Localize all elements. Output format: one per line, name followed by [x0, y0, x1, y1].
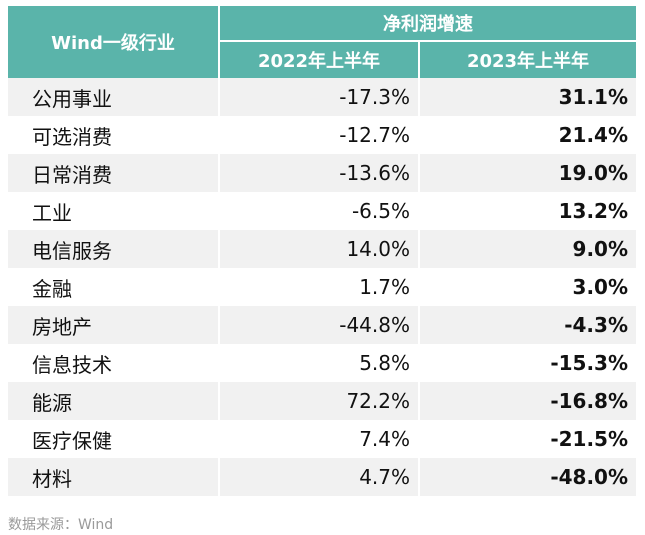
growth-2022-value: 5.8% — [220, 344, 420, 382]
header-year-2023: 2023年上半年 — [420, 42, 636, 78]
growth-2022-value: -6.5% — [220, 192, 420, 230]
table-row: 信息技术 5.8% -15.3% — [8, 344, 636, 382]
growth-2023-value: -48.0% — [420, 458, 636, 496]
growth-2023-value: 13.2% — [420, 192, 636, 230]
header-industry: Wind一级行业 — [8, 6, 220, 78]
growth-2022-value: 72.2% — [220, 382, 420, 420]
growth-2023-value: 21.4% — [420, 116, 636, 154]
table-row: 可选消费 -12.7% 21.4% — [8, 116, 636, 154]
growth-2023-value: -4.3% — [420, 306, 636, 344]
table-row: 房地产 -44.8% -4.3% — [8, 306, 636, 344]
growth-2022-value: 14.0% — [220, 230, 420, 268]
growth-2022-value: 7.4% — [220, 420, 420, 458]
growth-2023-value: -15.3% — [420, 344, 636, 382]
growth-2023-value: 3.0% — [420, 268, 636, 306]
growth-2022-value: 4.7% — [220, 458, 420, 496]
growth-2023-value: -21.5% — [420, 420, 636, 458]
table-row: 日常消费 -13.6% 19.0% — [8, 154, 636, 192]
table-row: 材料 4.7% -48.0% — [8, 458, 636, 496]
industry-name: 医疗保健 — [8, 420, 220, 458]
growth-2023-value: 31.1% — [420, 78, 636, 116]
growth-2022-value: 1.7% — [220, 268, 420, 306]
table-row: 工业 -6.5% 13.2% — [8, 192, 636, 230]
industry-name: 日常消费 — [8, 154, 220, 192]
industry-name: 能源 — [8, 382, 220, 420]
table-row: 电信服务 14.0% 9.0% — [8, 230, 636, 268]
header-profit-growth: 净利润增速 — [220, 6, 636, 42]
industry-name: 公用事业 — [8, 78, 220, 116]
industry-name: 房地产 — [8, 306, 220, 344]
growth-2022-value: -12.7% — [220, 116, 420, 154]
growth-2022-value: -44.8% — [220, 306, 420, 344]
growth-2022-value: -17.3% — [220, 78, 420, 116]
table-row: 金融 1.7% 3.0% — [8, 268, 636, 306]
header-year-2022: 2022年上半年 — [220, 42, 420, 78]
industry-name: 材料 — [8, 458, 220, 496]
industry-profit-growth-table: Wind一级行业 净利润增速 2022年上半年 2023年上半年 公用事业 -17… — [8, 6, 636, 496]
table-row: 医疗保健 7.4% -21.5% — [8, 420, 636, 458]
industry-name: 工业 — [8, 192, 220, 230]
industry-name: 可选消费 — [8, 116, 220, 154]
industry-name: 电信服务 — [8, 230, 220, 268]
industry-name: 信息技术 — [8, 344, 220, 382]
source-note: 数据来源：Wind — [8, 517, 114, 533]
growth-2022-value: -13.6% — [220, 154, 420, 192]
table-body: 公用事业 -17.3% 31.1% 可选消费 -12.7% 21.4% 日常消费 -13.6%… — [8, 78, 636, 496]
industry-name: 金融 — [8, 268, 220, 306]
growth-2023-value: 19.0% — [420, 154, 636, 192]
growth-2023-value: -16.8% — [420, 382, 636, 420]
growth-2023-value: 9.0% — [420, 230, 636, 268]
table-row: 能源 72.2% -16.8% — [8, 382, 636, 420]
table-row: 公用事业 -17.3% 31.1% — [8, 78, 636, 116]
